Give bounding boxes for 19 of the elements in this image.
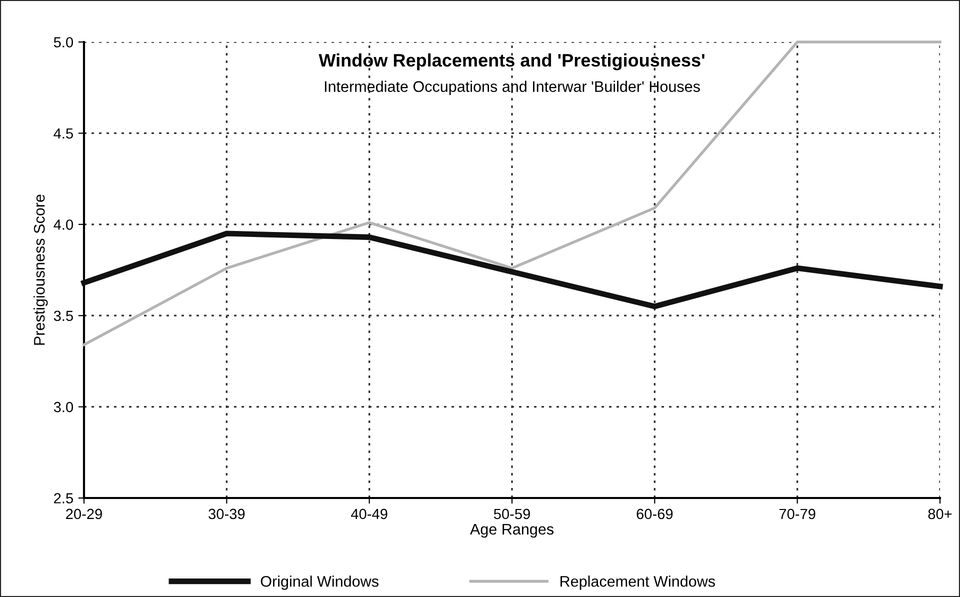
y-tick-label: 4.5 xyxy=(54,128,73,139)
text: Intermediate Occupations and Interwar 'Builder' Houses xyxy=(324,80,700,95)
x-tick-label: 50-59 xyxy=(494,508,530,520)
text: Window Replacements and 'Prestigiousness' xyxy=(318,53,704,70)
y-tick-label: 3.0 xyxy=(54,402,74,412)
x-axis-title: Age Ranges xyxy=(470,524,554,538)
y-tick-label: 5.0 xyxy=(54,37,74,48)
x-tick-label: 60-69 xyxy=(636,508,673,520)
x-tick-label: 80+ xyxy=(928,508,952,520)
legend-label: Original Windows xyxy=(260,576,378,590)
x-tick-label: 20-29 xyxy=(66,508,102,520)
y-tick-label: 4.0 xyxy=(54,220,74,230)
x-tick-label: 30-39 xyxy=(208,508,245,520)
x-tick-label: 70-79 xyxy=(779,508,816,520)
y-axis-title: Prestigiousness Score xyxy=(34,194,48,345)
x-tick-label: 40-49 xyxy=(351,508,388,520)
y-tick-label: 2.5 xyxy=(54,493,73,504)
y-tick-label: 3.5 xyxy=(54,310,73,322)
legend-label: Replacement Windows xyxy=(560,576,715,590)
